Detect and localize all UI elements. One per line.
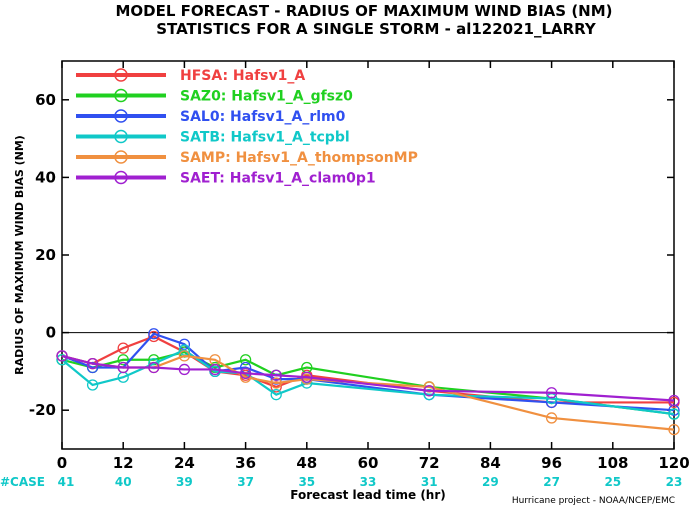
legend-swatch-marker: [114, 109, 128, 123]
x-tick-label: 36: [235, 454, 256, 472]
x-tick-label: 72: [419, 454, 440, 472]
legend-swatch-marker: [114, 129, 128, 144]
data-point: [270, 381, 282, 393]
chart-subtitle: STATISTICS FOR A SINGLE STORM - al122021…: [156, 20, 597, 38]
data-point: [86, 379, 99, 391]
data-point: [56, 350, 68, 362]
legend-entry-label: SATB: Hafsv1_A_tcpbl: [180, 130, 350, 146]
case-count: 40: [115, 475, 132, 489]
data-point: [86, 357, 99, 370]
chart-title: MODEL FORECAST - RADIUS OF MAXIMUM WIND …: [115, 2, 612, 20]
data-point: [270, 389, 282, 401]
data-point: [545, 387, 558, 399]
legend-entry-label: HFSA: Hafsv1_A: [180, 68, 305, 84]
case-count: 37: [237, 475, 254, 489]
data-point: [301, 371, 313, 383]
x-tick-label: 48: [296, 454, 317, 472]
y-tick-label: 60: [35, 91, 56, 109]
case-count: 35: [298, 475, 315, 489]
case-count: 33: [360, 475, 377, 489]
credit-text: Hurricane project - NOAA/NCEP/EMC: [512, 496, 675, 506]
data-point: [117, 342, 129, 354]
case-count: 25: [604, 475, 621, 489]
legend-swatch-marker: [114, 88, 128, 103]
x-tick-label: 120: [658, 454, 689, 472]
data-point: [423, 385, 435, 397]
legend-entry-label: SAL0: Hafsv1_A_rlm0: [180, 109, 346, 125]
case-count: 23: [666, 475, 683, 489]
legend-entry-label: SAZ0: Hafsv1_A_gfsz0: [180, 89, 353, 105]
legend-entry-label: SAMP: Hafsv1_A_thompsonMP: [180, 150, 418, 166]
data-point: [668, 423, 680, 436]
series-line: [61, 335, 674, 404]
x-tick-label: 24: [174, 454, 195, 472]
x-axis-label: Forecast lead time (hr): [290, 488, 446, 502]
legend-swatch-marker: [114, 170, 128, 185]
case-count: 39: [176, 475, 193, 489]
legend-entry-label: SAET: Hafsv1_A_clam0p1: [180, 171, 376, 187]
y-axis-label: RADIUS OF MAXIMUM WIND BIAS (NM): [13, 135, 26, 375]
case-row-label: #CASE: [0, 475, 45, 489]
data-point: [668, 408, 680, 420]
legend-swatch-marker: [114, 150, 128, 164]
series-group: [56, 328, 680, 436]
x-tick-label: 84: [480, 454, 501, 472]
y-tick-label: 40: [35, 168, 56, 186]
data-point: [148, 357, 160, 370]
data-point: [239, 367, 252, 379]
data-point: [148, 361, 160, 374]
x-tick-label: 108: [597, 454, 628, 472]
data-point: [423, 381, 435, 393]
axis-ticks: 0 12 24 36 48 60 72 84 96 108 120 -20 0 20 40 60: [29, 61, 690, 472]
data-point: [423, 389, 435, 401]
data-point: [148, 328, 160, 340]
case-count: 31: [421, 475, 438, 489]
data-point: [270, 369, 282, 381]
plot-area: [61, 60, 675, 450]
case-count: 41: [58, 475, 75, 489]
data-point: [178, 363, 191, 376]
data-point: [270, 373, 282, 385]
data-point: [668, 394, 680, 407]
data-point: [56, 354, 68, 366]
legend: HFSA: Hafsv1_A SAZ0: Hafsv1_A_gfsz0 SAL0: …: [76, 68, 418, 187]
y-tick-label: 20: [35, 246, 56, 264]
data-point: [209, 363, 221, 376]
data-point: [117, 354, 129, 366]
data-point: [270, 377, 282, 389]
data-point: [239, 371, 252, 383]
data-point: [117, 361, 129, 374]
y-tick-label: 0: [46, 324, 56, 342]
x-tick-label: 12: [113, 454, 134, 472]
case-counts: #CASE 41 40 39 37 35 33 31 29 27 25 23: [0, 475, 682, 489]
data-point: [545, 412, 558, 424]
legend-swatch-marker: [114, 68, 128, 82]
data-point: [178, 350, 191, 362]
case-count: 27: [543, 475, 560, 489]
x-tick-label: 60: [358, 454, 379, 472]
data-point: [239, 354, 252, 366]
x-tick-label: 96: [541, 454, 562, 472]
y-tick-label: -20: [29, 401, 56, 419]
x-tick-label: 0: [57, 454, 67, 472]
case-count: 29: [482, 475, 499, 489]
